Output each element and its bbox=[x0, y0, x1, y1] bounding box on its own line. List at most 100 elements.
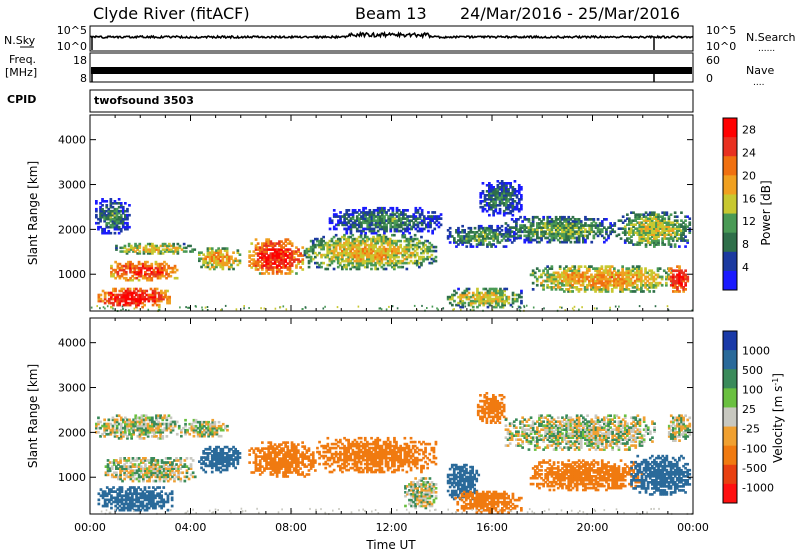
heatmap-cell bbox=[512, 214, 515, 217]
heatmap-cell bbox=[308, 266, 311, 269]
nave-tick-bottom: 0 bbox=[706, 72, 713, 85]
heatmap-cell bbox=[670, 243, 673, 246]
colorbar-tick-label: 20 bbox=[742, 169, 756, 182]
heatmap-cell bbox=[528, 218, 531, 221]
y-tick-label: 3000 bbox=[58, 179, 86, 192]
heatmap-cell bbox=[488, 214, 491, 217]
heatmap-cell bbox=[128, 226, 131, 229]
heatmap-cell bbox=[543, 307, 545, 309]
colorbar-tick-label: 12 bbox=[742, 215, 756, 228]
heatmap-cell bbox=[174, 265, 177, 268]
heatmap-cell bbox=[226, 247, 229, 250]
heatmap-cell bbox=[520, 194, 523, 197]
heatmap-cell bbox=[453, 308, 455, 310]
heatmap-cell bbox=[232, 251, 235, 254]
heatmap-cell bbox=[659, 267, 662, 270]
heatmap-cell bbox=[176, 277, 179, 280]
heatmap-cell bbox=[195, 306, 197, 308]
heatmap-cell bbox=[343, 234, 346, 237]
freq-tick-bottom: 8 bbox=[80, 72, 87, 85]
heatmap-cell bbox=[674, 211, 677, 214]
heatmap-cell bbox=[150, 263, 153, 266]
colorbar-swatch bbox=[723, 252, 737, 272]
heatmap-cell bbox=[98, 503, 101, 506]
heatmap-cell bbox=[642, 290, 645, 293]
heatmap-cell bbox=[542, 284, 545, 287]
heatmap-cell bbox=[103, 419, 106, 422]
heatmap-cell bbox=[176, 269, 179, 272]
heatmap-cell bbox=[551, 265, 554, 268]
heatmap-cell bbox=[114, 232, 117, 235]
heatmap-cell bbox=[414, 305, 416, 307]
heatmap-cell bbox=[503, 307, 505, 309]
heatmap-cell bbox=[291, 270, 294, 273]
heatmap-cell bbox=[399, 244, 402, 247]
heatmap-cell bbox=[166, 435, 169, 438]
heatmap-cell bbox=[431, 254, 434, 257]
heatmap-cell bbox=[286, 308, 288, 310]
colorbar-swatch bbox=[723, 175, 737, 195]
colorbar-swatch bbox=[723, 156, 737, 176]
heatmap-cell bbox=[609, 307, 611, 309]
heatmap-cell bbox=[348, 209, 351, 212]
heatmap-cell bbox=[95, 200, 98, 203]
heatmap-cell bbox=[661, 284, 664, 287]
heatmap-cell bbox=[399, 240, 402, 243]
heatmap-cell bbox=[655, 305, 657, 307]
heatmap-cell bbox=[333, 209, 336, 212]
heatmap-cell bbox=[156, 288, 159, 291]
heatmap-cell bbox=[183, 243, 186, 246]
heatmap-cell bbox=[474, 227, 477, 230]
heatmap-cell bbox=[613, 230, 616, 233]
heatmap-cell bbox=[657, 239, 660, 242]
heatmap-cell bbox=[688, 217, 691, 220]
heatmap-cell bbox=[605, 218, 608, 221]
heatmap-cell bbox=[295, 272, 298, 275]
heatmap-cell bbox=[225, 305, 227, 307]
noise-trace bbox=[90, 33, 693, 50]
heatmap-cell bbox=[686, 276, 689, 279]
heatmap-cell bbox=[187, 307, 189, 309]
heatmap-cell bbox=[427, 230, 430, 233]
heatmap-cell bbox=[435, 256, 438, 259]
heatmap-cell bbox=[509, 182, 512, 185]
heatmap-cell bbox=[335, 234, 338, 237]
heatmap-cell bbox=[126, 222, 129, 225]
heatmap-cell bbox=[518, 306, 520, 308]
heatmap-cell bbox=[465, 306, 467, 308]
heatmap-cell bbox=[184, 480, 187, 483]
noise-tick-right-bottom: 10^0 bbox=[706, 40, 736, 53]
heatmap-cell bbox=[620, 237, 623, 240]
power-ylabel: Slant Range [km] bbox=[26, 161, 40, 265]
heatmap-cell bbox=[667, 305, 669, 307]
colorbar-tick-label: 28 bbox=[742, 123, 756, 136]
date-range: 24/Mar/2016 - 25/Mar/2016 bbox=[460, 4, 680, 23]
heatmap-cell bbox=[470, 227, 473, 230]
heatmap-cell bbox=[520, 186, 523, 189]
heatmap-cell bbox=[630, 239, 633, 242]
heatmap-cell bbox=[580, 288, 583, 291]
heatmap-cell bbox=[376, 268, 379, 271]
heatmap-cell bbox=[283, 305, 285, 307]
freq-trace bbox=[91, 67, 692, 82]
heatmap-cell bbox=[613, 267, 616, 270]
heatmap-cell bbox=[148, 309, 150, 311]
heatmap-cell bbox=[104, 308, 106, 310]
nsearch-label: N.Search bbox=[746, 31, 796, 44]
heatmap-cell bbox=[105, 200, 108, 203]
heatmap-cell bbox=[388, 306, 390, 308]
cpid-label: CPID bbox=[7, 93, 36, 106]
heatmap-cell bbox=[185, 250, 188, 253]
noise-tick-left-bottom: 10^0 bbox=[57, 40, 87, 53]
heatmap-cell bbox=[305, 307, 307, 309]
colorbar-tick-label: 16 bbox=[742, 192, 756, 205]
heatmap-cell bbox=[663, 243, 666, 246]
heatmap-cell bbox=[201, 307, 203, 309]
heatmap-cell bbox=[449, 241, 452, 244]
heatmap-cell bbox=[335, 228, 338, 231]
heatmap-cell bbox=[301, 258, 304, 261]
heatmap-cell bbox=[482, 182, 485, 185]
heatmap-cell bbox=[494, 245, 497, 248]
heatmap-cell bbox=[112, 308, 114, 310]
